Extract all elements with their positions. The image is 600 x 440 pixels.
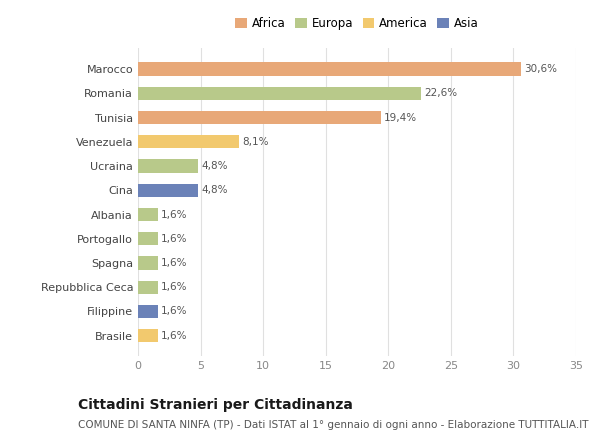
Text: 4,8%: 4,8% [201, 161, 227, 171]
Bar [138, 183, 198, 197]
Bar [138, 305, 158, 318]
Text: 30,6%: 30,6% [524, 64, 557, 74]
Bar [138, 159, 198, 173]
Text: 8,1%: 8,1% [242, 137, 269, 147]
Bar [138, 111, 381, 124]
Text: 19,4%: 19,4% [384, 113, 417, 123]
Bar [138, 257, 158, 270]
Bar [138, 281, 158, 294]
Text: COMUNE DI SANTA NINFA (TP) - Dati ISTAT al 1° gennaio di ogni anno - Elaborazion: COMUNE DI SANTA NINFA (TP) - Dati ISTAT … [78, 420, 589, 430]
Text: 4,8%: 4,8% [201, 185, 227, 195]
Text: Cittadini Stranieri per Cittadinanza: Cittadini Stranieri per Cittadinanza [78, 398, 353, 412]
Text: 1,6%: 1,6% [161, 234, 188, 244]
Text: 1,6%: 1,6% [161, 209, 188, 220]
Bar [138, 87, 421, 100]
Bar [138, 232, 158, 246]
Bar [138, 208, 158, 221]
Legend: Africa, Europa, America, Asia: Africa, Europa, America, Asia [235, 17, 479, 30]
Text: 1,6%: 1,6% [161, 307, 188, 316]
Text: 1,6%: 1,6% [161, 282, 188, 292]
Bar [138, 135, 239, 148]
Bar [138, 329, 158, 342]
Bar [138, 62, 521, 76]
Text: 1,6%: 1,6% [161, 258, 188, 268]
Text: 22,6%: 22,6% [424, 88, 457, 98]
Text: 1,6%: 1,6% [161, 331, 188, 341]
